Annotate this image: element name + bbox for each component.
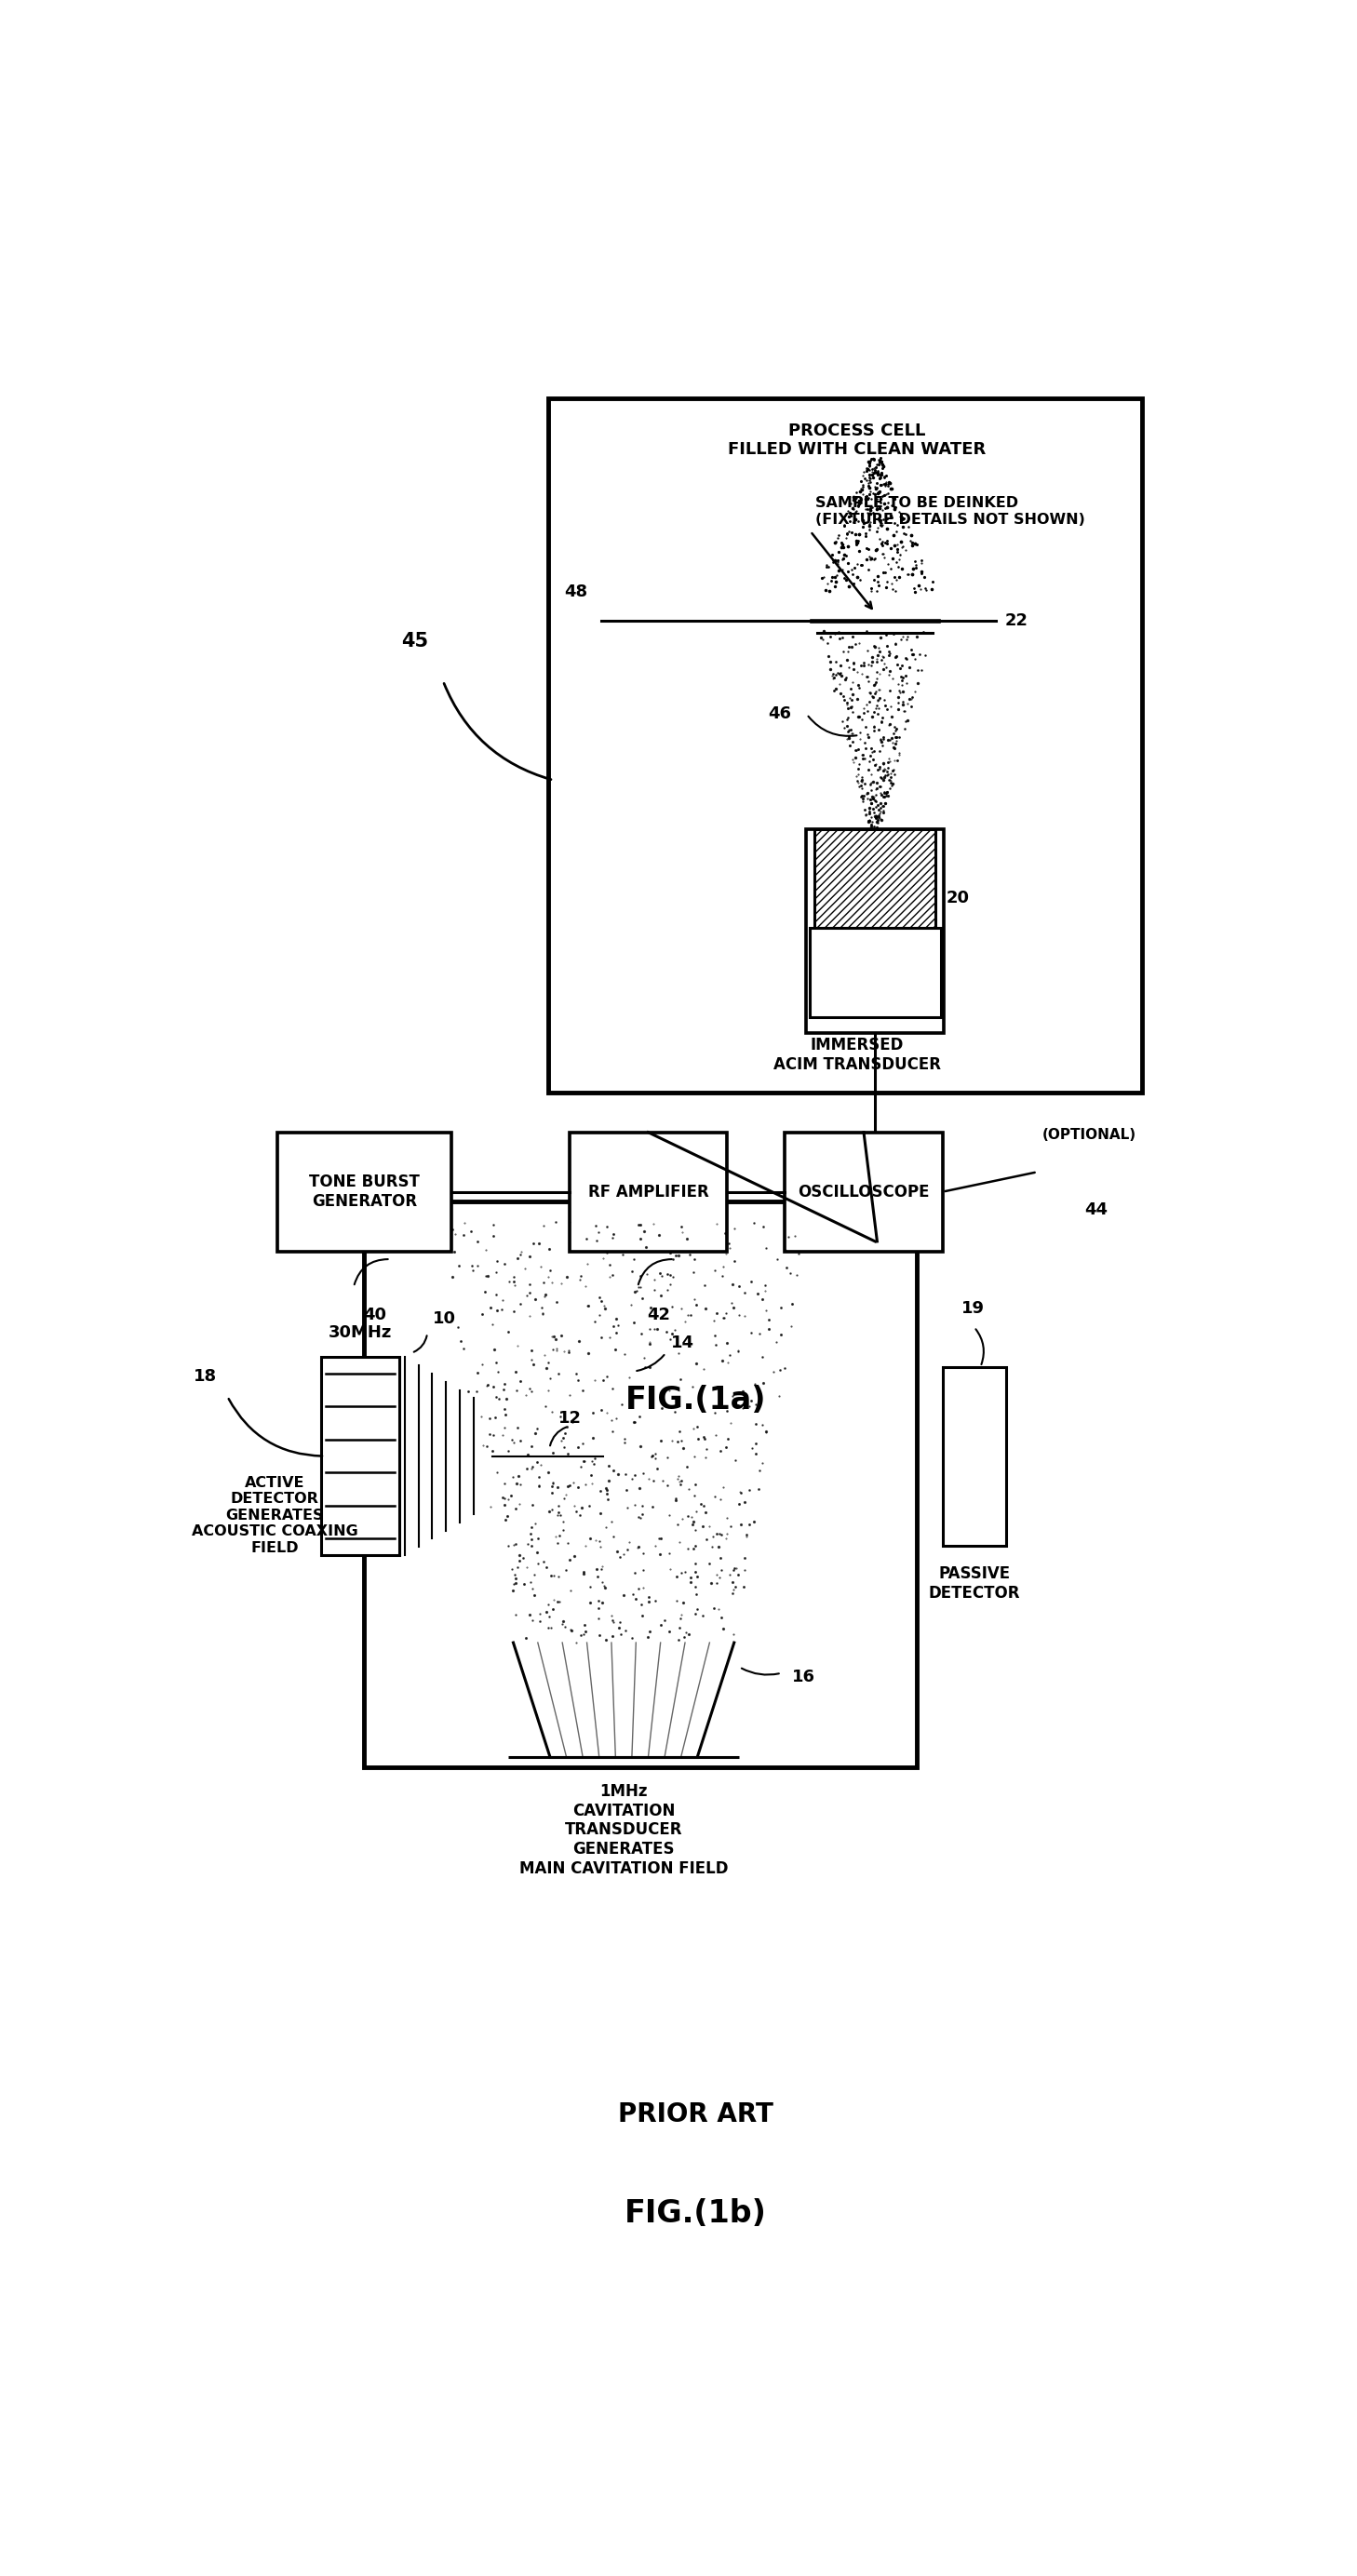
Bar <box>806 829 944 1033</box>
Text: PASSIVE
DETECTOR: PASSIVE DETECTOR <box>928 1566 1020 1602</box>
Text: 12: 12 <box>558 1409 581 1427</box>
Text: FIG.(1b): FIG.(1b) <box>624 2197 767 2228</box>
Text: TONE BURST
GENERATOR: TONE BURST GENERATOR <box>309 1175 419 1211</box>
Bar <box>814 829 935 927</box>
Text: IMMERSED
ACIM TRANSDUCER: IMMERSED ACIM TRANSDUCER <box>773 1036 940 1072</box>
Text: 46: 46 <box>768 706 791 724</box>
Text: 19: 19 <box>961 1301 985 1316</box>
Text: 30MHz: 30MHz <box>328 1324 392 1342</box>
Text: 10: 10 <box>433 1311 456 1327</box>
Text: 18: 18 <box>194 1368 217 1386</box>
Text: RF AMPLIFIER: RF AMPLIFIER <box>588 1182 708 1200</box>
Text: 48: 48 <box>565 585 588 600</box>
Text: 22: 22 <box>1004 613 1027 629</box>
Text: 40: 40 <box>364 1306 387 1324</box>
Bar <box>943 1368 1006 1546</box>
Text: 16: 16 <box>792 1669 816 1685</box>
Bar <box>570 1133 727 1252</box>
Text: FIG.(1a): FIG.(1a) <box>626 1386 765 1414</box>
Text: (OPTIONAL): (OPTIONAL) <box>1042 1128 1137 1141</box>
Bar <box>809 927 940 1018</box>
Text: 14: 14 <box>670 1334 695 1352</box>
Text: 42: 42 <box>647 1306 670 1324</box>
Bar <box>320 1358 400 1556</box>
Text: 45: 45 <box>400 631 427 652</box>
Bar <box>277 1133 451 1252</box>
Text: OSCILLOSCOPE: OSCILLOSCOPE <box>798 1182 930 1200</box>
Text: 1MHz
CAVITATION
TRANSDUCER
GENERATES
MAIN CAVITATION FIELD: 1MHz CAVITATION TRANSDUCER GENERATES MAI… <box>520 1783 729 1878</box>
Text: 20: 20 <box>946 889 969 907</box>
Text: PROCESS CELL
FILLED WITH CLEAN WATER: PROCESS CELL FILLED WITH CLEAN WATER <box>729 422 987 459</box>
Bar <box>548 399 1143 1092</box>
Text: PRIOR ART: PRIOR ART <box>617 2102 773 2128</box>
Bar <box>364 1200 916 1767</box>
Text: SAMPLE TO BE DEINKED
(FIXTURE DETAILS NOT SHOWN): SAMPLE TO BE DEINKED (FIXTURE DETAILS NO… <box>816 497 1086 526</box>
Text: 44: 44 <box>1084 1203 1107 1218</box>
Text: ACTIVE
DETECTOR
GENERATES
ACOUSTIC COAXING
FIELD: ACTIVE DETECTOR GENERATES ACOUSTIC COAXI… <box>191 1476 358 1556</box>
Bar <box>784 1133 943 1252</box>
